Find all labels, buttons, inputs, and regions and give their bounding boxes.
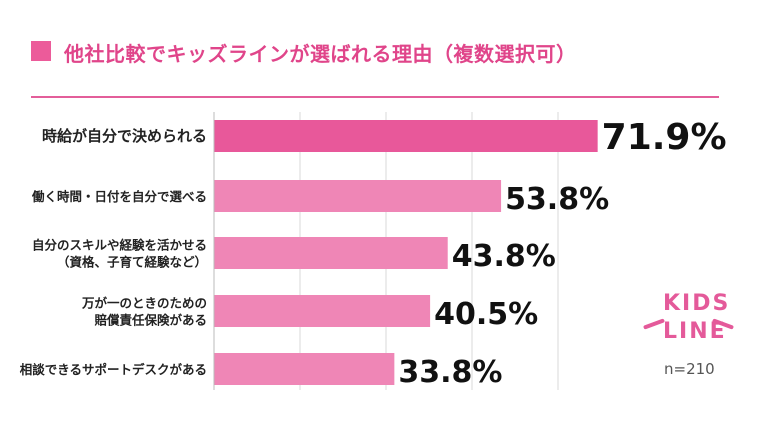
bar-1 bbox=[214, 120, 598, 152]
category-label-5: 相談できるサポートデスクがある bbox=[20, 362, 207, 377]
value-label-1: 71.9% bbox=[602, 117, 727, 158]
chart-title: 他社比較でキッズラインが選ばれる理由（複数選択可） bbox=[64, 42, 577, 66]
sample-size: n=210 bbox=[664, 360, 715, 378]
value-label-4: 40.5% bbox=[434, 297, 538, 332]
category-label-4: 万が一のときのための bbox=[81, 296, 207, 311]
logo-text-bottom: LINE bbox=[663, 319, 727, 344]
category-label-1: 時給が自分で決められる bbox=[42, 127, 207, 145]
bar-5 bbox=[214, 353, 395, 385]
bar-4 bbox=[214, 295, 431, 327]
bar-2 bbox=[214, 180, 502, 212]
bar-3 bbox=[214, 237, 448, 269]
category-label-4: 賠償責任保険がある bbox=[94, 313, 207, 328]
value-label-3: 43.8% bbox=[452, 239, 556, 274]
category-label-2: 働く時間・日付を自分で選べる bbox=[31, 189, 207, 204]
value-label-5: 33.8% bbox=[398, 355, 502, 390]
title-divider bbox=[31, 96, 719, 98]
title-marker bbox=[31, 41, 51, 61]
value-label-2: 53.8% bbox=[505, 182, 609, 217]
category-label-3: （資格、子育て経験など） bbox=[57, 255, 207, 270]
logo-text-top: KIDS bbox=[663, 291, 731, 316]
category-label-3: 自分のスキルや経験を活かせる bbox=[32, 238, 207, 253]
